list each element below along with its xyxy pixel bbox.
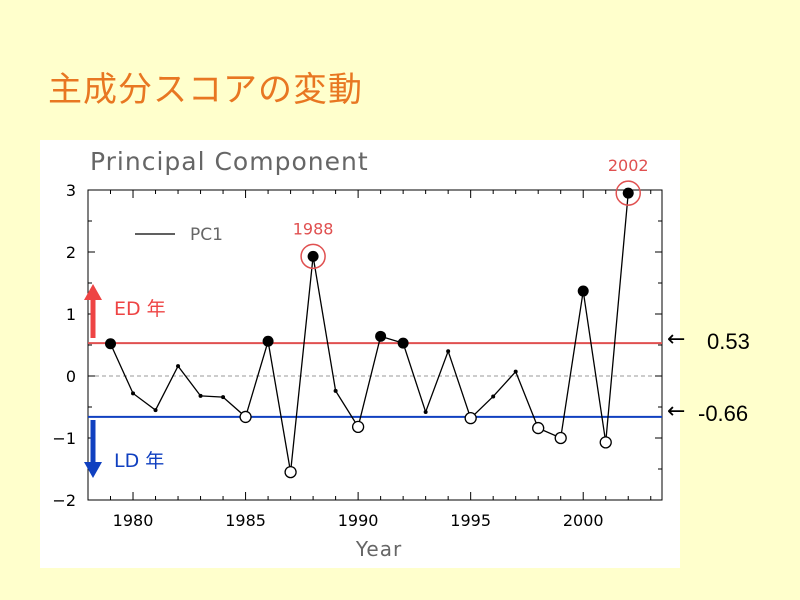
highlight-ring-1988 <box>300 243 326 270</box>
y-tick-label: 3 <box>66 181 76 200</box>
pc1-series-line <box>109 193 629 473</box>
data-point-small <box>153 408 158 413</box>
annotation-2002: 2002 <box>608 156 649 175</box>
data-point-filled <box>577 285 589 297</box>
ld-arrow-head <box>84 462 102 478</box>
data-point-filled <box>622 187 634 199</box>
x-tick-label: 1985 <box>225 511 266 530</box>
ed-label: ED 年 <box>114 298 166 320</box>
x-tick-label: 1990 <box>338 511 379 530</box>
ld-label: LD 年 <box>114 450 164 472</box>
annotation-1988: 1988 <box>293 219 334 238</box>
data-point-small <box>423 409 428 414</box>
y-tick-label: 2 <box>66 243 76 262</box>
lower-threshold-value: -0.66 <box>698 401 749 426</box>
data-point-filled <box>397 337 409 349</box>
data-point-small <box>221 395 226 400</box>
chart-panel: Principal Component −2 −1 0 1 2 3 1980 1985 1990 1… <box>40 140 680 568</box>
chart-title: Principal Component <box>90 147 369 176</box>
x-tick-label: 1995 <box>450 511 491 530</box>
slide-title: 主成分スコアの変動 <box>48 70 363 110</box>
data-point-filled <box>105 338 117 350</box>
data-point-small <box>513 369 518 374</box>
data-point-filled <box>375 330 387 342</box>
x-tick-label: 2000 <box>563 511 604 530</box>
x-tick-label: 1980 <box>113 511 154 530</box>
data-point-filled <box>307 250 319 262</box>
data-point-open <box>351 420 365 433</box>
y-tick-label: 0 <box>66 367 76 386</box>
data-point-small <box>446 349 451 354</box>
data-point-open <box>284 465 297 479</box>
data-point-small <box>131 391 136 396</box>
upper-threshold-value: 0.53 <box>707 329 750 354</box>
data-point-small <box>491 394 496 399</box>
data-point-small <box>198 393 203 398</box>
plot-frame <box>87 189 663 501</box>
lower-value-arrow: ← <box>667 399 686 424</box>
highlight-ring-2002 <box>615 180 641 206</box>
data-point-small <box>333 388 338 393</box>
data-point-open <box>532 421 545 435</box>
data-point-open <box>599 436 612 449</box>
pc-chart: Principal Component −2 −1 0 1 2 3 1980 1985 1990 1… <box>52 147 663 561</box>
y-tick-label: −2 <box>52 491 76 510</box>
x-axis-label: Year <box>355 537 402 561</box>
upper-value-arrow: ← <box>667 327 686 352</box>
data-point-filled <box>262 335 274 347</box>
data-point-open <box>239 410 252 424</box>
ed-arrow-head <box>84 284 102 300</box>
data-point-open <box>554 431 567 445</box>
y-tick-label: 1 <box>66 305 76 324</box>
data-point-small <box>176 364 181 369</box>
data-point-open <box>464 412 477 425</box>
legend-entry-pc1: PC1 <box>190 225 223 245</box>
y-tick-label: −1 <box>52 429 76 448</box>
